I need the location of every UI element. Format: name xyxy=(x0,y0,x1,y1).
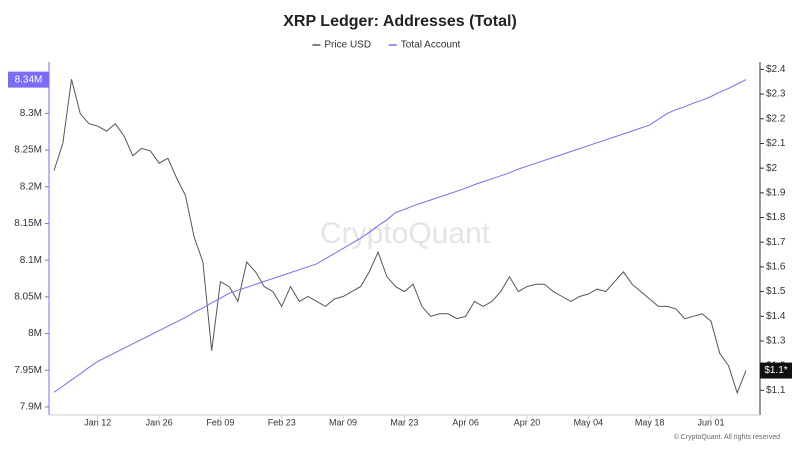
y-tick-label: 8.25M xyxy=(14,145,42,156)
x-tick-label: Mar 09 xyxy=(329,417,357,427)
last-value-badge xyxy=(760,362,792,379)
last-value-label: $1.1* xyxy=(764,365,787,376)
y-tick-label: 8.15M xyxy=(14,218,42,229)
x-tick-label: Apr 20 xyxy=(514,417,541,427)
legend-label: Price USD xyxy=(324,40,371,51)
x-tick-label: Feb 09 xyxy=(206,417,234,427)
legend-label: Total Account xyxy=(401,40,461,51)
y2-tick-label: $1.8 xyxy=(766,212,786,223)
y-tick-label: 8M xyxy=(28,328,42,339)
y2-tick-label: $2.3 xyxy=(766,89,786,100)
y2-tick-label: $1.5 xyxy=(766,286,786,297)
last-value-badge xyxy=(8,71,49,88)
last-value-label: 8.34M xyxy=(15,74,43,85)
y-tick-label: 8.1M xyxy=(20,255,42,266)
x-tick-label: Apr 06 xyxy=(452,417,479,427)
y2-tick-label: $2.4 xyxy=(766,64,786,75)
x-tick-label: Jun 01 xyxy=(697,417,724,427)
x-tick-label: May 04 xyxy=(574,417,604,427)
y-tick-label: 8.05M xyxy=(14,291,42,302)
y2-tick-label: $1.3 xyxy=(766,336,786,347)
y-tick-label: 7.95M xyxy=(14,365,42,376)
series-line xyxy=(53,79,747,395)
x-tick-label: Jan 12 xyxy=(84,417,111,427)
x-tick-label: Jan 26 xyxy=(146,417,173,427)
x-tick-label: May 18 xyxy=(635,417,665,427)
y-tick-label: 8.3M xyxy=(20,108,42,119)
y2-tick-label: $1.9 xyxy=(766,187,786,198)
y2-tick-label: $1.6 xyxy=(766,262,786,273)
watermark: CryptoQuant xyxy=(320,217,491,250)
y2-tick-label: $1.7 xyxy=(766,237,786,248)
credit: © CryptoQuant. All rights reserved xyxy=(674,433,780,441)
x-tick-label: Feb 23 xyxy=(268,417,296,427)
series-line xyxy=(53,79,747,393)
y-tick-label: 8.2M xyxy=(20,181,42,192)
y2-tick-label: $1.4 xyxy=(766,311,786,322)
x-tick-label: Mar 23 xyxy=(390,417,418,427)
y-tick-label: 7.9M xyxy=(20,402,42,413)
y2-tick-label: $2 xyxy=(766,163,778,174)
y2-tick-label: $1.1 xyxy=(766,385,786,396)
chart-title: XRP Ledger: Addresses (Total) xyxy=(283,13,517,30)
y2-tick-label: $2.2 xyxy=(766,113,786,124)
y2-tick-label: $2.1 xyxy=(766,138,786,149)
